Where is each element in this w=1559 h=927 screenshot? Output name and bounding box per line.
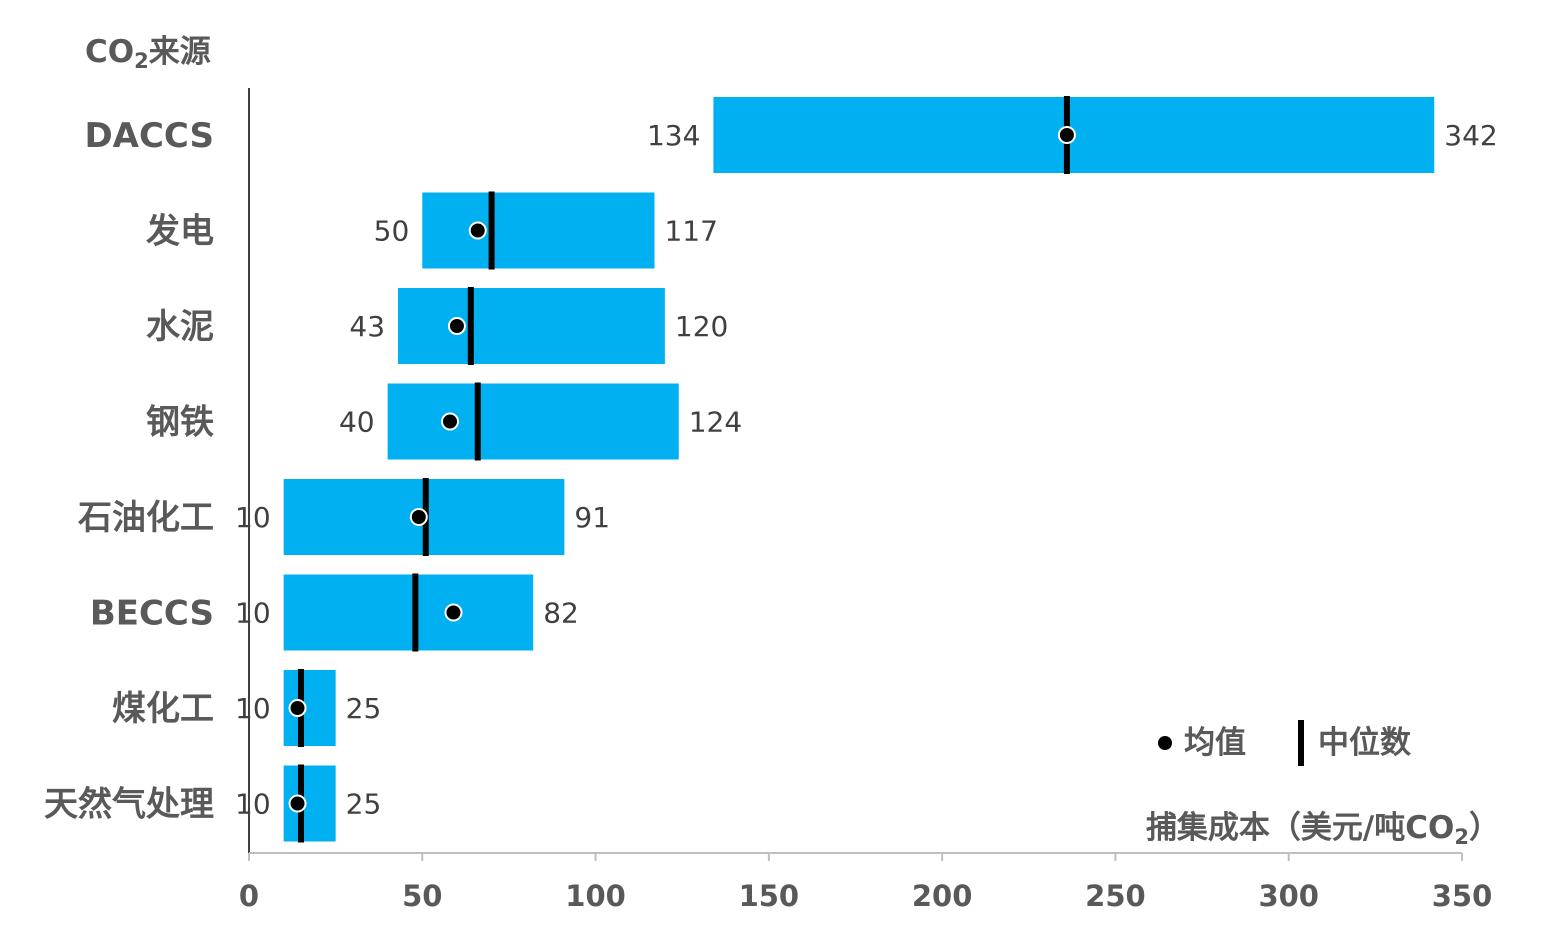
min-label: 10 <box>235 692 271 725</box>
category-label: 钢铁 <box>146 403 214 443</box>
category-label: 发电 <box>146 212 214 252</box>
max-label: 25 <box>346 692 382 725</box>
median-marker <box>474 382 481 461</box>
max-label: 82 <box>543 597 579 630</box>
min-label: 10 <box>235 788 271 821</box>
min-label: 50 <box>374 215 410 248</box>
range-bar <box>398 288 665 364</box>
mean-marker <box>441 412 460 431</box>
range-bar <box>387 383 679 460</box>
x-tick-label: 150 <box>739 879 800 913</box>
x-ticks: 0 50 100 150 200 250 300 350 <box>239 853 1492 913</box>
min-label: 40 <box>339 406 375 439</box>
max-label: 117 <box>664 215 717 248</box>
min-label: 134 <box>647 119 700 152</box>
range-bar <box>283 574 534 651</box>
max-label: 342 <box>1444 119 1497 152</box>
x-tick-label: 50 <box>402 879 442 913</box>
category-label: 水泥 <box>146 307 214 347</box>
legend-mean-label: 均值 <box>1184 725 1246 761</box>
data-labels: 134 342 50 117 43 120 40 124 10 91 10 82 10 25 10 25 <box>235 119 1498 821</box>
x-tick-label: 350 <box>1432 879 1493 913</box>
median-marker <box>488 191 495 270</box>
mean-marker <box>444 603 463 622</box>
mean-marker <box>468 221 487 240</box>
legend: 均值 中位数 <box>1158 720 1411 766</box>
x-tick-label: 0 <box>239 879 259 913</box>
legend-median-label: 中位数 <box>1318 725 1411 761</box>
mean-marker <box>288 794 307 813</box>
mean-marker <box>1057 126 1076 144</box>
x-tick-label: 250 <box>1085 879 1146 913</box>
category-label: 石油化工 <box>77 498 214 538</box>
max-label: 120 <box>675 310 728 343</box>
x-tick-label: 300 <box>1258 879 1319 913</box>
max-label: 25 <box>346 788 382 821</box>
max-label: 91 <box>574 501 610 534</box>
mean-marker <box>447 317 466 335</box>
median-marker <box>412 573 419 652</box>
median-marker <box>467 287 474 365</box>
category-label: DACCS <box>84 116 214 156</box>
min-label: 10 <box>235 501 271 534</box>
mean-marker <box>288 699 307 717</box>
y-axis-title: CO2​来源 <box>85 34 211 73</box>
max-label: 124 <box>689 406 742 439</box>
min-label: 10 <box>235 597 271 630</box>
x-axis-title: 捕集成本（美元/吨CO2​） <box>1146 810 1500 849</box>
category-label: 煤化工 <box>112 689 214 729</box>
category-label: 天然气处理 <box>44 785 214 825</box>
category-label: BECCS <box>90 594 214 634</box>
min-label: 43 <box>349 310 385 343</box>
bars-layer <box>283 96 1435 843</box>
mean-marker <box>409 508 428 526</box>
x-tick-label: 200 <box>912 879 973 913</box>
range-bar <box>422 192 655 269</box>
legend-median-marker <box>1298 720 1304 766</box>
x-tick-label: 100 <box>565 879 626 913</box>
legend-mean-marker <box>1158 736 1172 750</box>
